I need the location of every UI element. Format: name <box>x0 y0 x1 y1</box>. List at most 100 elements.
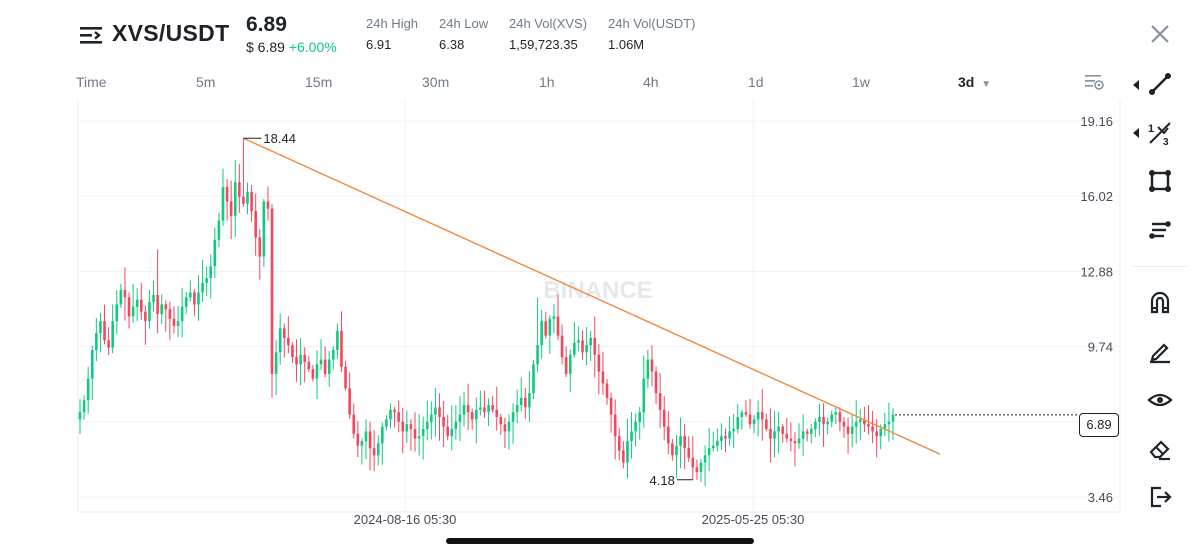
tab-4h[interactable]: 4h <box>643 74 659 90</box>
trend-line-icon <box>1149 73 1171 95</box>
candle-body <box>593 337 597 355</box>
exit-tool[interactable] <box>1146 483 1174 511</box>
candle-body <box>250 191 253 212</box>
candle-body <box>658 393 662 410</box>
candle-body <box>577 340 580 343</box>
candle-body <box>617 436 621 451</box>
candle-body <box>879 428 883 437</box>
y-tick-label: 3.46 <box>1088 490 1113 505</box>
visibility-tool[interactable] <box>1146 386 1174 414</box>
candle-body <box>536 345 539 365</box>
candle-body <box>417 436 421 439</box>
candle-body <box>781 426 784 434</box>
candle-body <box>393 409 396 413</box>
candle-body <box>450 428 454 437</box>
levels-tool[interactable] <box>1146 216 1174 244</box>
candle-body <box>131 306 135 317</box>
pair-title[interactable]: XVS/USDT <box>112 20 230 46</box>
candle-body <box>793 440 797 444</box>
tab-3d[interactable]: 3d ▼ <box>958 74 991 90</box>
candle-body <box>86 378 90 401</box>
candle-body <box>458 414 462 422</box>
svg-text:3: 3 <box>1163 137 1169 147</box>
candle-body <box>360 440 364 446</box>
candle-body <box>863 419 866 425</box>
chart-settings-icon[interactable] <box>1083 72 1105 92</box>
candle-body <box>454 421 458 429</box>
candle-body <box>842 421 846 427</box>
candle-body <box>336 330 339 350</box>
menu-icon[interactable] <box>78 24 104 46</box>
candle-body <box>581 340 584 353</box>
candle-body <box>111 321 114 348</box>
candle-body <box>368 431 372 449</box>
candle-body <box>356 433 360 446</box>
candle-body <box>197 292 200 305</box>
candle-body <box>180 306 184 322</box>
stat-24h-high: 24h High 6.91 <box>366 16 418 52</box>
candle-body <box>127 297 131 317</box>
annotations: 18.44 4.18 <box>243 131 1079 488</box>
candle-body <box>805 431 809 434</box>
eraser-tool[interactable] <box>1146 435 1174 463</box>
tab-1d[interactable]: 1d <box>748 74 764 90</box>
candle-body <box>119 290 123 305</box>
candle-body <box>801 431 805 439</box>
candle-body <box>818 417 821 422</box>
candle-body <box>540 321 543 346</box>
eye-icon <box>1147 393 1173 407</box>
candle-body <box>491 405 494 410</box>
candle-body <box>282 328 286 338</box>
candle-body <box>172 318 176 327</box>
candle-body <box>254 211 257 238</box>
candle-body <box>405 424 409 432</box>
candle-body <box>789 438 793 441</box>
candle-body <box>519 397 523 406</box>
tab-1h[interactable]: 1h <box>539 74 555 90</box>
candle-body <box>589 337 592 346</box>
shape-tool[interactable] <box>1146 167 1174 195</box>
candle-body <box>413 428 417 439</box>
candle-body <box>765 419 768 429</box>
candle-body <box>703 455 707 463</box>
x-tick-label: 2024-08-16 05:30 <box>354 512 457 527</box>
tab-30m[interactable]: 30m <box>422 74 450 90</box>
candle-body <box>875 431 878 437</box>
candle-body <box>556 316 560 336</box>
candle-body <box>139 299 143 312</box>
tab-time[interactable]: Time <box>76 74 107 90</box>
trend-line-tool[interactable] <box>1146 70 1174 98</box>
pencil-icon <box>1150 343 1170 364</box>
axes: 19.16 16.02 12.88 9.74 3.46 2024-08-16 05:30 2… <box>354 114 1113 527</box>
magnet-tool[interactable] <box>1146 288 1174 316</box>
candle-body <box>401 421 405 432</box>
candle-body <box>720 436 723 441</box>
candle-body <box>769 428 772 439</box>
candle-body <box>532 364 535 394</box>
candle-body <box>348 388 351 415</box>
candle-body <box>834 412 838 415</box>
candle-body <box>654 371 658 394</box>
tab-1w[interactable]: 1w <box>852 74 870 90</box>
candle-body <box>152 294 155 303</box>
candle-body <box>295 357 298 365</box>
pencil-tool[interactable] <box>1146 337 1174 365</box>
y-tick-label: 12.88 <box>1080 264 1113 279</box>
candle-body <box>638 412 642 422</box>
candle-body <box>740 412 744 418</box>
candle-body <box>278 328 282 353</box>
candle-body <box>809 428 813 434</box>
tab-5m[interactable]: 5m <box>196 74 216 90</box>
tab-15m[interactable]: 15m <box>305 74 333 90</box>
candle-body <box>184 297 188 307</box>
close-icon[interactable] <box>1148 22 1172 46</box>
candle-body <box>221 187 225 221</box>
candle-body <box>425 421 429 429</box>
stat-value: 1.06M <box>608 37 645 52</box>
candle-body <box>430 414 433 422</box>
candle-body <box>838 412 842 422</box>
usd-price-row: $ 6.89 +6.00% <box>246 39 337 55</box>
candle-body <box>315 364 319 379</box>
